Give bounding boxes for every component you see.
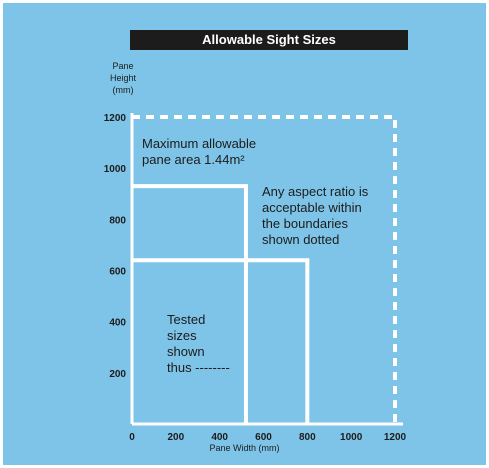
aspect-annotation-line-2: acceptable within bbox=[262, 200, 362, 215]
x-tick-label: 800 bbox=[299, 432, 316, 443]
y-tick-label: 600 bbox=[109, 267, 126, 278]
y-tick-label: 1000 bbox=[104, 164, 127, 175]
chart-title: Allowable Sight Sizes bbox=[130, 30, 408, 50]
x-tick-label: 200 bbox=[167, 432, 184, 443]
tested-size-line-2 bbox=[132, 258, 310, 424]
y-axis-label-line-1: Pane bbox=[112, 61, 134, 71]
x-axis-label: Pane Width (mm) bbox=[209, 443, 280, 453]
y-axis-label-line-3: (mm) bbox=[112, 85, 134, 95]
y-tick-label: 1200 bbox=[104, 113, 127, 124]
aspect-annotation-line-3: the boundaries bbox=[262, 216, 349, 231]
x-tick-label: 400 bbox=[211, 432, 228, 443]
aspect-annotation-line-1: Any aspect ratio is bbox=[262, 184, 369, 199]
y-axis-label-line-2: Height bbox=[109, 73, 136, 83]
x-tick-label: 0 bbox=[129, 432, 135, 443]
y-tick-label: 800 bbox=[109, 215, 126, 226]
max-area-annotation-line-1: Maximum allowable bbox=[142, 136, 257, 151]
tested-size-line-1 bbox=[132, 184, 248, 424]
aspect-annotation-line-4: shown dotted bbox=[262, 232, 340, 247]
x-tick-label: 600 bbox=[255, 432, 272, 443]
tested-annotation-line-4: thus -------- bbox=[167, 360, 230, 375]
max-area-annotation-line-2: pane area 1.44m² bbox=[142, 152, 245, 167]
y-tick-label: 200 bbox=[109, 369, 126, 380]
tested-annotation-line-3: shown bbox=[167, 344, 205, 359]
max-boundary-dotted-line bbox=[132, 115, 397, 424]
tested-annotation-line-1: Tested bbox=[167, 312, 206, 327]
x-tick-label: 1000 bbox=[340, 432, 363, 443]
y-tick-label: 400 bbox=[109, 318, 126, 329]
x-tick-label: 1200 bbox=[384, 432, 407, 443]
tested-annotation-line-2: sizes bbox=[167, 328, 197, 343]
